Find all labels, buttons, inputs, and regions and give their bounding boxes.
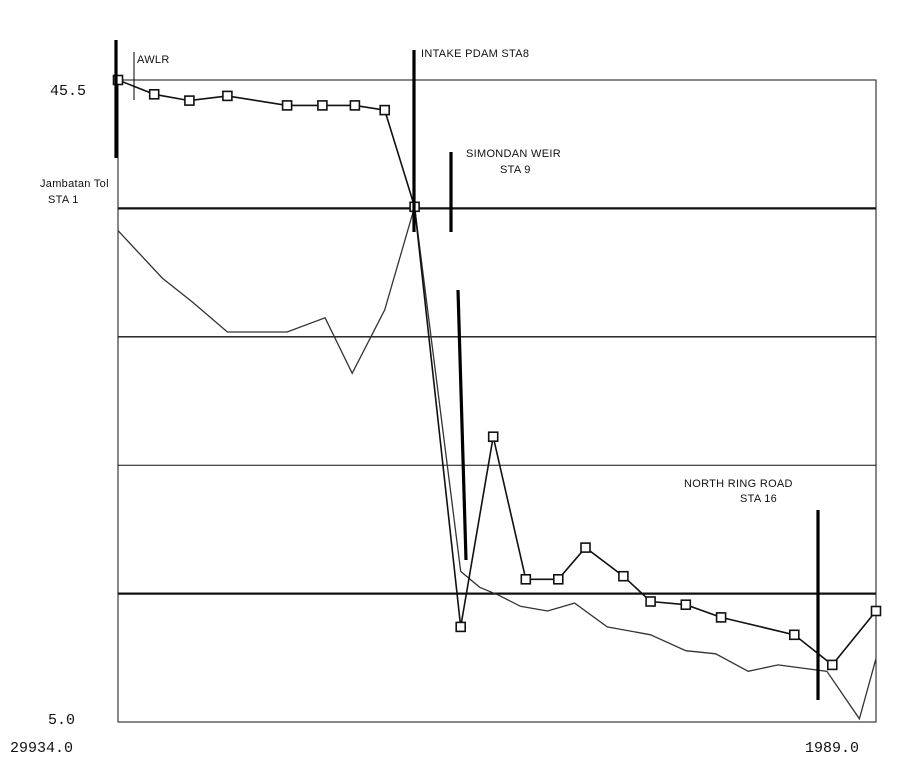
data-point-marker — [317, 100, 328, 111]
annotation-jambatan-line2: STA 1 — [48, 194, 79, 206]
series-plain-group — [117, 206, 877, 721]
annotation-jambatan-line1: Jambatan Tol — [40, 178, 109, 190]
steep-drop-bar — [456, 289, 468, 561]
data-point-marker — [788, 629, 800, 641]
data-point-marker — [680, 599, 692, 611]
data-point-marker — [184, 95, 195, 106]
annotation-northring-line1: NORTH RING ROAD — [684, 478, 793, 490]
data-point-marker — [715, 612, 727, 623]
annotation-simondan-line2: STA 9 — [500, 164, 531, 176]
annotation-awlr: AWLR — [137, 54, 170, 66]
data-point-marker — [826, 659, 838, 671]
x-tick-label-left: 29934.0 — [10, 740, 73, 757]
data-point-marker — [487, 431, 499, 443]
data-point-marker — [281, 100, 293, 111]
data-point-marker — [222, 90, 233, 102]
data-point-marker — [112, 74, 124, 86]
data-point-marker — [580, 542, 591, 553]
data-point-marker — [552, 573, 564, 585]
data-point-marker — [349, 100, 361, 111]
data-point-marker — [455, 621, 467, 633]
y-tick-label-bottom: 5.0 — [48, 712, 75, 729]
data-point-marker — [148, 89, 160, 100]
plot-frame — [117, 79, 877, 723]
annotation-simondan-line1: SIMONDAN WEIR — [466, 148, 561, 160]
data-point-marker — [645, 596, 656, 607]
data-point-marker — [379, 104, 391, 116]
annotation-intake: INTAKE PDAM STA8 — [421, 48, 529, 60]
data-point-marker — [870, 605, 882, 617]
series-line-plain — [117, 206, 877, 721]
annotation-northring-line2: STA 16 — [740, 493, 777, 505]
data-point-marker — [520, 573, 532, 585]
data-point-marker — [618, 570, 629, 582]
x-tick-label-right: 1989.0 — [805, 740, 859, 757]
station-markers — [114, 40, 820, 700]
y-tick-label-top: 45.5 — [50, 83, 86, 100]
